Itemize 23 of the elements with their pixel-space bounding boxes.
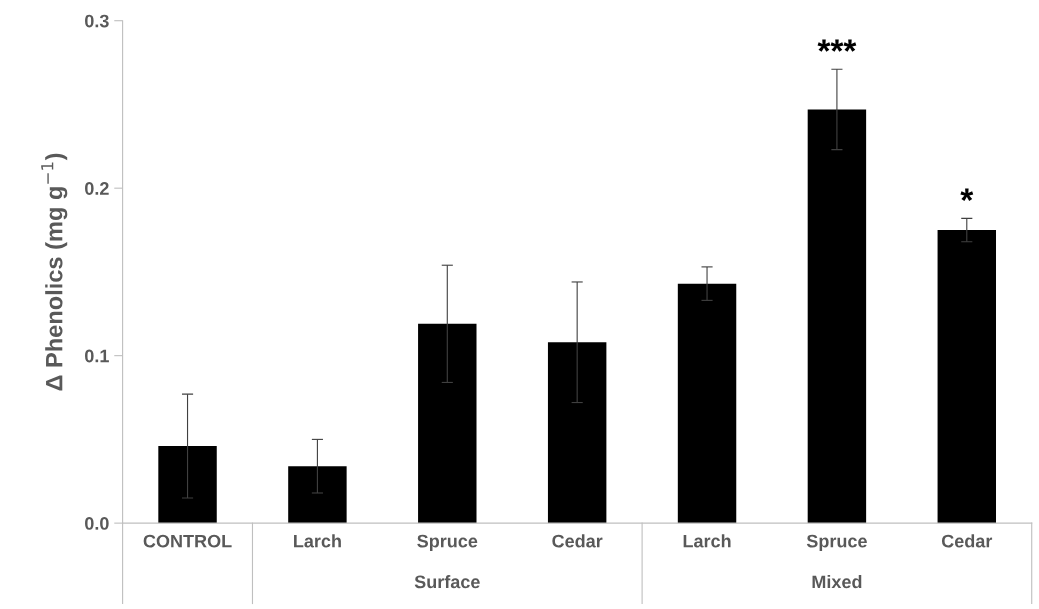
x-tick-label: CONTROL [143,534,232,548]
y-tick-label: 0.2 [85,182,109,195]
bar [937,230,997,524]
x-tick-label: Cedar [941,534,993,548]
text: Surface [414,575,480,589]
y-tick-label: 0.0 [85,517,109,530]
x-tick-label: Spruce [806,534,867,552]
text: Mixed [812,575,862,589]
bar [418,323,477,524]
bar [807,109,867,524]
y-axis-title: Δ Phenolics (mg g$^{−1}$) [41,153,68,391]
y-tick-label: 0.1 [85,349,109,363]
bar [547,342,607,524]
x-tick-label: Larch [683,534,731,548]
bar [158,446,217,524]
bar [288,466,347,524]
x-tick-label: Larch [294,534,341,548]
y-tick-label: 0.3 [85,14,109,28]
x-tick-label: Cedar [552,534,603,548]
bar [677,283,737,524]
x-tick-label: Spruce [417,534,478,552]
annotation: * [960,188,974,201]
annotation: *** [817,39,857,52]
